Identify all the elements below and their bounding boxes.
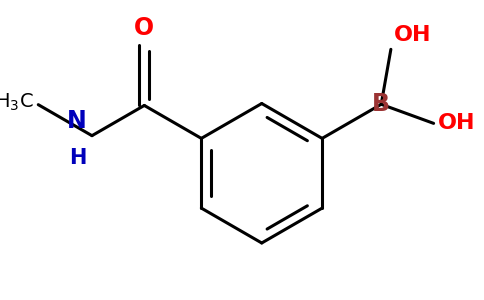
Text: H: H [69, 148, 87, 168]
Text: OH: OH [438, 113, 476, 134]
Text: O: O [134, 16, 154, 40]
Text: N: N [67, 109, 87, 133]
Text: OH: OH [394, 25, 431, 45]
Text: $\mathregular{H_3C}$: $\mathregular{H_3C}$ [0, 92, 33, 113]
Text: B: B [372, 92, 390, 116]
